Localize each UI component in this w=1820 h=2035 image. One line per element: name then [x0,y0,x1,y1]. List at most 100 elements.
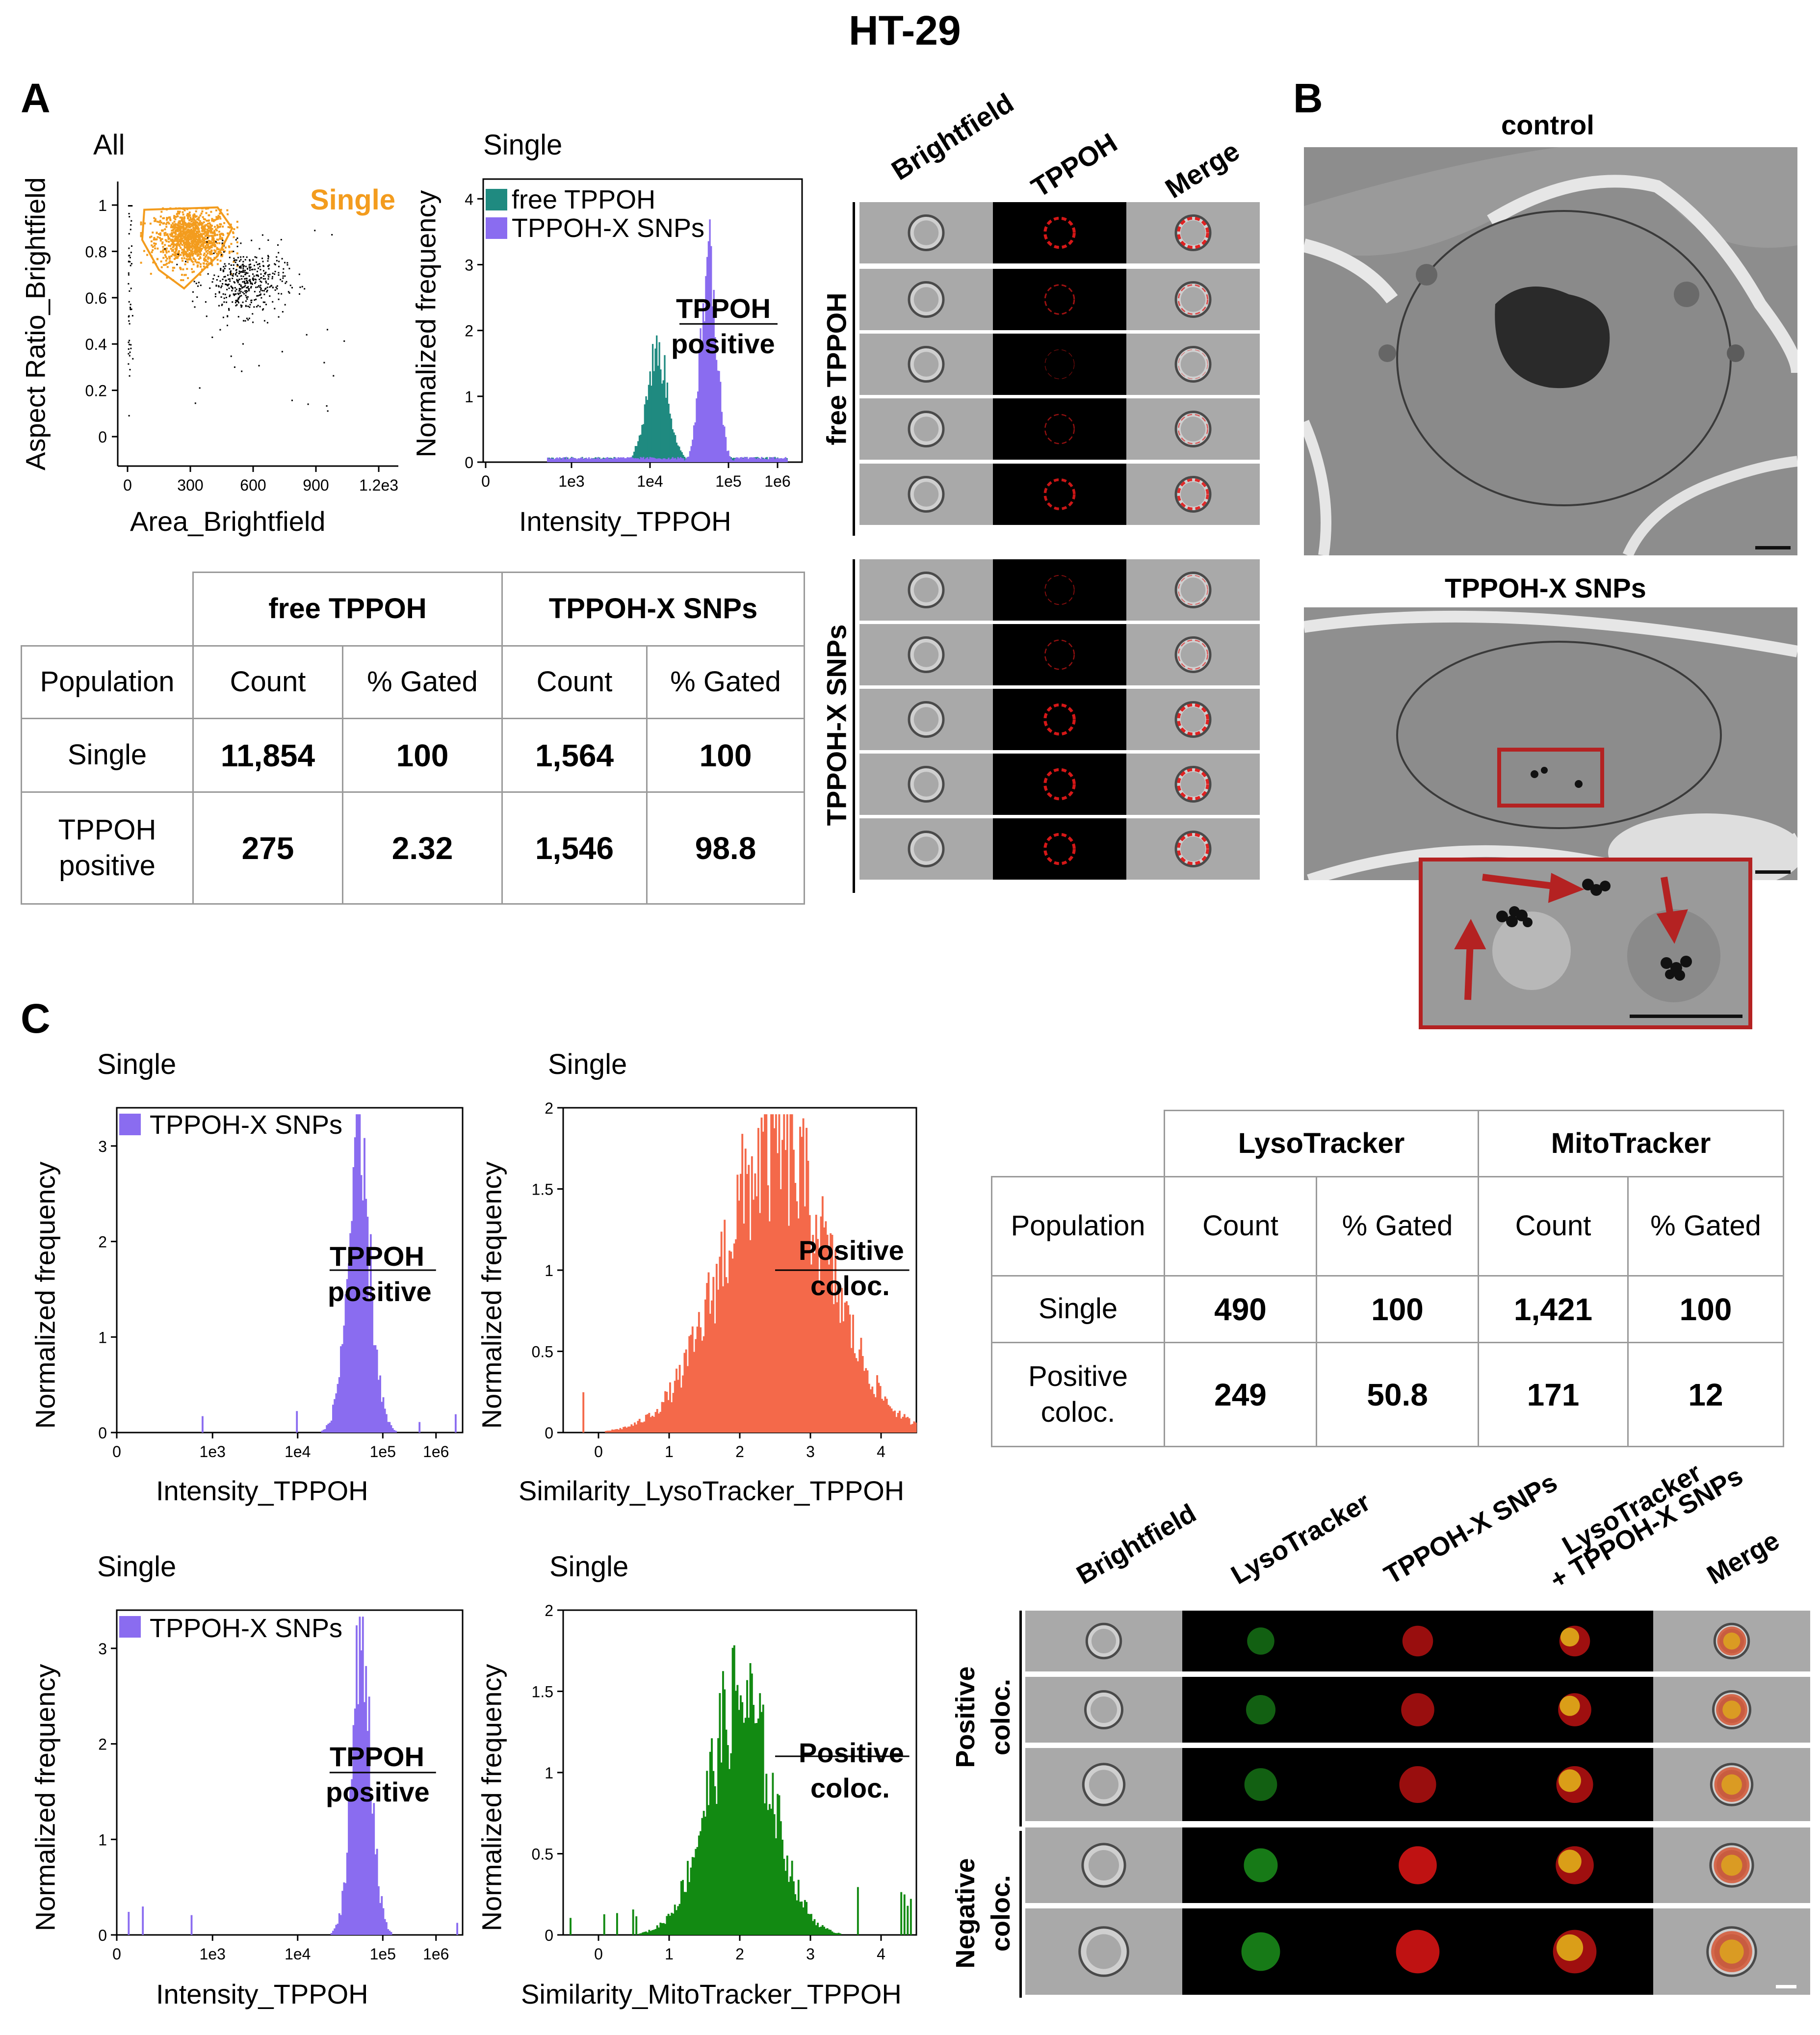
hist-c1-gate-1: TPPOH [330,1241,424,1272]
scatter-point [217,214,220,217]
scatter-point [267,274,269,276]
scatter-point [171,232,174,235]
scatter-point [171,261,173,263]
scatter-point [230,272,232,274]
hist-bar [768,1804,771,1935]
hist-x-tick-label: 1e4 [285,1443,311,1461]
hist-bar [825,1929,827,1935]
em-control-image [1304,147,1797,555]
hist-bar [753,457,755,462]
hist-x-tick-label: 1e5 [370,1443,396,1461]
scatter-point [184,241,186,244]
hist-bar [695,1339,697,1433]
scatter-point [259,248,260,250]
gallery-c-cell [1496,1611,1653,1674]
scatter-point [183,217,185,219]
scatter-point [172,228,175,231]
scatter-point [258,285,260,287]
scatter-point [169,218,172,220]
scatter-point [257,286,259,288]
hist-bar [834,1933,836,1935]
scatter-point [193,250,196,253]
scatter-point [282,272,284,274]
scatter-point [193,236,196,239]
scatter-point [211,218,213,220]
scatter-point [206,262,208,265]
hist-bar [654,348,656,462]
hist-bar [335,1393,338,1433]
scatter-point [219,212,221,215]
hist-bar [674,1905,676,1935]
scatter-point [190,258,192,261]
table-row: Positive coloc. 249 50.8 171 12 [991,1342,1785,1447]
hist-bar [793,1149,795,1433]
scatter-point [264,301,266,303]
hist-bar [755,459,757,462]
scatter-point [245,294,247,296]
hist-bar [667,1400,670,1433]
hist-bar [796,1201,798,1433]
scatter-point [229,257,231,259]
scatter-point [128,316,130,318]
scatter-point [228,252,231,254]
gallery-c-cell [1496,1908,1653,1997]
hist-bar [381,1896,383,1935]
hist-bar [705,276,707,462]
scatter-point [187,245,189,248]
hist-bar [865,1368,867,1433]
scatter-point [174,238,176,240]
scatter-point [203,257,206,260]
hist-bar [847,1305,850,1433]
hist-bar [637,458,639,462]
scatter-point [275,287,277,288]
hist-y-tick-label: 1.5 [532,1181,553,1199]
scatter-point [151,244,153,247]
scatter-point [191,250,193,253]
table-cell: Single [991,1275,1165,1343]
scatter-point [276,288,278,290]
scatter-point [223,297,225,299]
hist-bar [715,1803,718,1935]
hist-bar [709,1751,711,1935]
scatter-point [182,260,184,262]
table-c-header: % Gated [1627,1176,1785,1277]
scatter-point [192,221,195,223]
scatter-point [181,244,183,246]
scatter-point [217,225,219,228]
hist-x-tick-label: 1e6 [423,1945,449,1963]
hist-bar [673,432,675,462]
scatter-point [248,288,250,290]
scatter-point [182,231,184,233]
hist-bar [649,457,651,462]
hist-y-tick-label: 2 [465,322,473,340]
scatter-point [249,279,251,281]
gallery-a-cell [859,398,993,462]
hist-bar [741,1702,744,1935]
scatter-point [192,291,194,293]
scatter-point [208,242,211,245]
hist-bar [351,1221,353,1433]
scatter-point [240,290,242,292]
hist-bar [561,458,564,462]
hist-bar [609,1431,612,1433]
hist-bar [634,446,637,462]
hist-x-tick-label: 1e3 [200,1945,226,1963]
hist-bar [842,1321,845,1433]
scatter-point [192,227,195,229]
scatter-point [196,296,198,298]
scatter-point [260,273,262,275]
scatter-point [252,268,254,270]
table-a-header: Count [501,645,648,719]
scatter-point [244,320,246,322]
scatter-point [219,260,222,262]
scatter-point [214,251,216,253]
scatter-point [179,220,182,223]
hist-bar [713,289,715,462]
hist-bar [700,1831,702,1935]
scatter-point [278,292,280,294]
gallery-a-row-snps: TPPOH-X SNPs [821,624,852,826]
scatter-point [210,249,213,252]
gallery-a-cell [1126,559,1260,623]
hist-bar [329,1422,331,1433]
hist-bar [754,458,756,462]
